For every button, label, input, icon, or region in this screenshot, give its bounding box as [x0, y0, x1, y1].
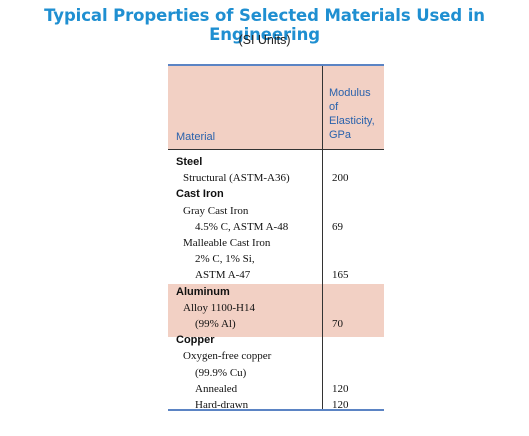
properties-table: Material Modulus of Elasticity, GPa Stee…: [168, 64, 384, 412]
table-row: Gray Cast Iron: [168, 203, 384, 219]
table-row: Aluminum: [168, 284, 384, 300]
table-row: Annealed 120: [168, 381, 384, 397]
table-row: 4.5% C, ASTM A-48 69: [168, 219, 384, 235]
table-row: Structural (ASTM-A36) 200: [168, 170, 384, 186]
material-category: Aluminum: [176, 285, 230, 298]
header-modulus-line: of: [329, 101, 339, 113]
material-name: (99.9% Cu): [195, 366, 247, 379]
material-category: Copper: [176, 334, 215, 347]
material-name: Alloy 1100-H14: [183, 301, 256, 314]
table-row: ASTM A-47 165: [168, 267, 384, 283]
modulus-value: 165: [332, 269, 349, 282]
material-name: 2% C, 1% Si,: [195, 253, 255, 266]
table-row: Oxygen-free copper: [168, 348, 384, 364]
modulus-value: 69: [332, 220, 343, 233]
modulus-value: 120: [332, 382, 349, 395]
material-name: Malleable Cast Iron: [183, 237, 271, 249]
aluminum-row-band: [168, 284, 384, 337]
table-row: Copper: [168, 332, 384, 348]
material-name: (99% Al): [195, 318, 236, 330]
header-material: Material: [176, 131, 216, 143]
modulus-value: 70: [332, 318, 343, 330]
table-row: Hard-drawn 120: [168, 397, 384, 413]
table-row: (99% Al) 70: [168, 316, 384, 332]
material-category: Cast Iron: [176, 188, 224, 201]
material-name: Gray Cast Iron: [183, 204, 249, 217]
table-header-background: [168, 66, 384, 149]
table-top-rule: [168, 64, 384, 66]
header-modulus-line: Modulus: [329, 87, 371, 99]
material-name: Hard-drawn: [195, 399, 249, 411]
table-bottom-rule: [168, 409, 384, 411]
header-modulus-line: Elasticity,: [329, 115, 375, 127]
material-category: Steel: [176, 156, 203, 168]
table-row: Cast Iron: [168, 186, 384, 202]
material-name: ASTM A-47: [195, 269, 251, 282]
document-title: Typical Properties of Selected Materials…: [44, 6, 485, 44]
column-divider: [322, 66, 323, 409]
material-name: Oxygen-free copper: [183, 350, 272, 363]
table-row: Steel: [168, 154, 384, 170]
table-header-underline: [168, 149, 384, 150]
modulus-value: 120: [332, 399, 349, 411]
table-row: Malleable Cast Iron: [168, 235, 384, 251]
header-modulus-line: GPa: [329, 129, 352, 141]
material-name: 4.5% C, ASTM A-48: [195, 220, 289, 233]
header-modulus: Modulus of Elasticity, GPa: [329, 86, 383, 142]
material-name: Structural (ASTM-A36): [183, 172, 290, 185]
modulus-value: 200: [332, 172, 349, 185]
table-row: (99.9% Cu): [168, 365, 384, 381]
table-row: 2% C, 1% Si,: [168, 251, 384, 267]
document-subtitle: (SI Units): [238, 33, 291, 47]
table-row: Alloy 1100-H14: [168, 300, 384, 316]
material-name: Annealed: [195, 382, 238, 395]
